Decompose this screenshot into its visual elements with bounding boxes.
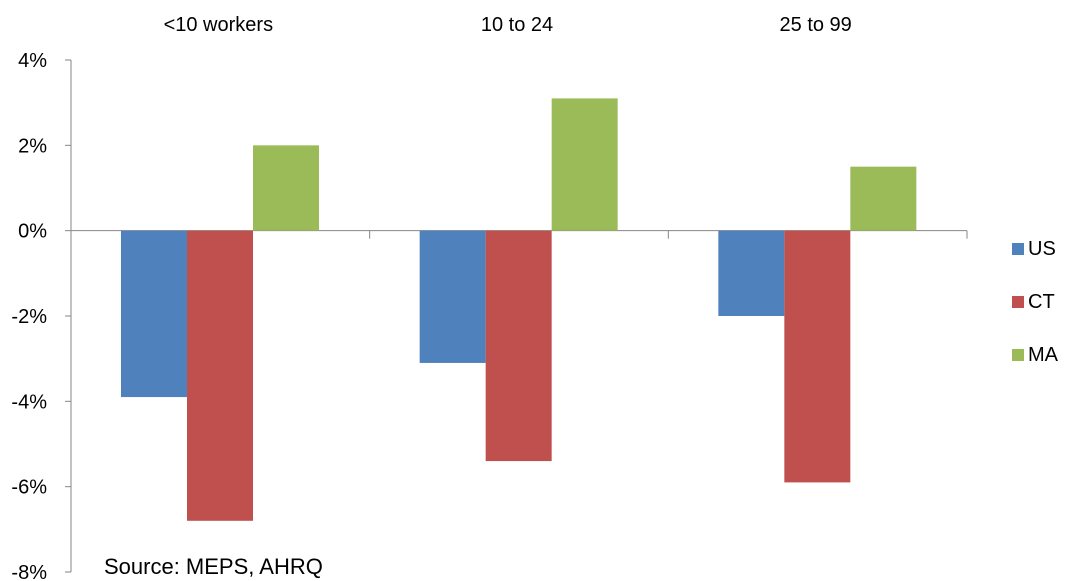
source-note: Source: MEPS, AHRQ [104, 554, 323, 579]
y-tick-label: -6% [11, 477, 47, 499]
bar-ct-2 [485, 230, 552, 462]
bar-us-2 [419, 230, 486, 363]
legend: US CT MA [1012, 236, 1058, 395]
bar-ma-3 [850, 166, 917, 231]
bar-ma-1 [253, 145, 319, 231]
category-label: 10 to 24 [481, 14, 553, 36]
category-label: <10 workers [164, 14, 274, 36]
y-tick-label: 4% [18, 50, 47, 72]
legend-item-ma: MA [1012, 342, 1058, 368]
legend-swatch-us [1012, 243, 1024, 255]
y-tick-label: -4% [11, 391, 47, 413]
legend-label-ct: CT [1028, 291, 1055, 313]
y-tick-label: -8% [11, 562, 47, 581]
legend-item-ct: CT [1012, 289, 1058, 315]
legend-swatch-ct [1012, 296, 1024, 308]
y-tick-label: -2% [11, 306, 47, 328]
y-tick-labels: 4% 2% 0% -2% -4% -6% -8% [11, 50, 47, 581]
legend-label-ma: MA [1028, 344, 1058, 366]
chart-bars [121, 98, 917, 521]
y-tick-label: 0% [18, 221, 47, 243]
category-label: 25 to 99 [780, 14, 852, 36]
legend-item-us: US [1012, 236, 1058, 262]
bar-ct-3 [784, 230, 851, 483]
category-labels: <10 workers 10 to 24 25 to 99 [164, 14, 852, 36]
bar-us-1 [121, 230, 187, 398]
bar-ct-1 [187, 230, 253, 521]
y-tick-label: 2% [18, 135, 47, 157]
legend-label-us: US [1028, 238, 1056, 260]
bar-ma-2 [551, 98, 618, 231]
bar-us-3 [718, 230, 785, 316]
legend-swatch-ma [1012, 349, 1024, 361]
